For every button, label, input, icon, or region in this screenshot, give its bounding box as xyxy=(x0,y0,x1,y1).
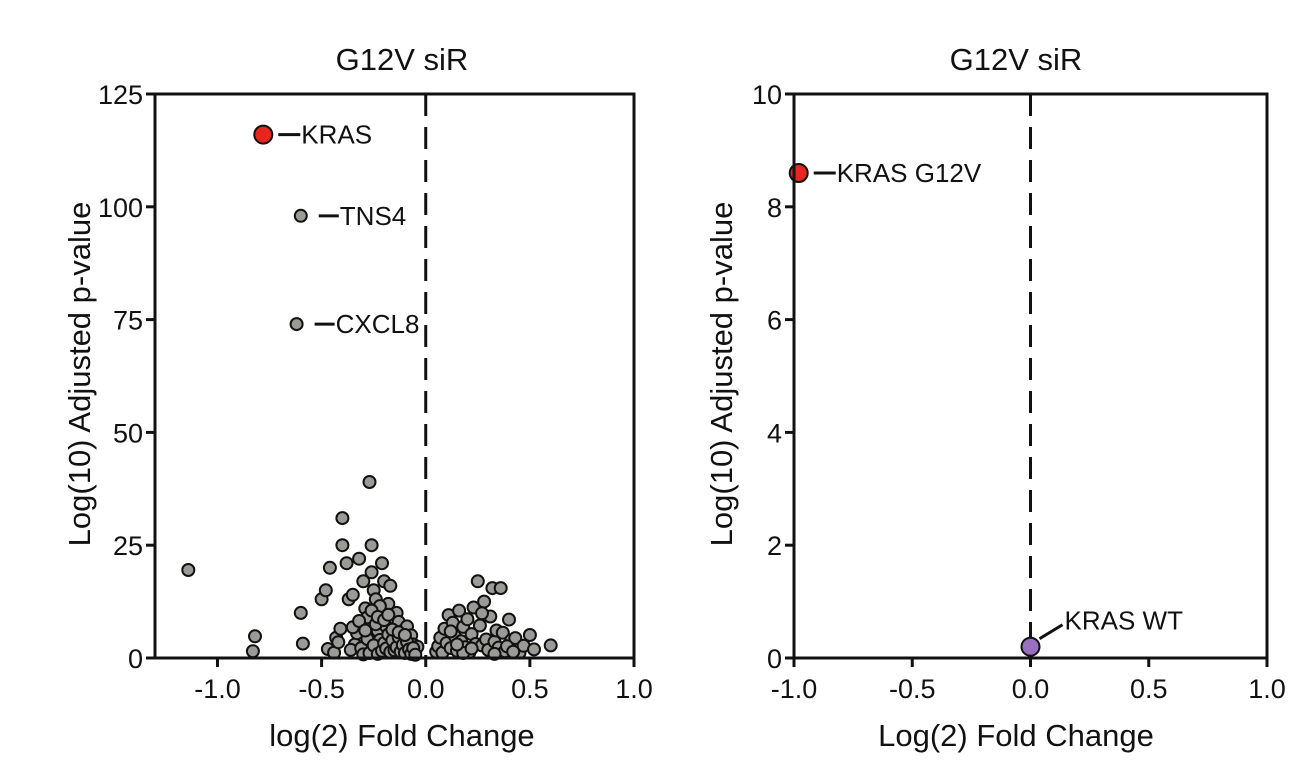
data-point xyxy=(181,563,196,577)
volcano-plot-right: G12V siR Log(10) Adjusted p-value Log(2)… xyxy=(704,42,1286,753)
labeled-point-layer: KRAS G12V KRAS WT xyxy=(788,158,1184,657)
chart-title: G12V siR xyxy=(336,42,469,77)
y-tick-label: 125 xyxy=(98,80,143,110)
data-point xyxy=(383,578,398,593)
x-tick-label: 0.5 xyxy=(511,674,549,704)
highlighted-point xyxy=(788,163,809,183)
y-axis-title: Log(10) Adjusted p-value xyxy=(704,202,739,547)
tick-layer: -1.0 -0.5 0.0 0.5 1.0 0 25 50 75 100 125 xyxy=(98,80,653,704)
y-tick-label: 4 xyxy=(767,418,782,448)
data-point xyxy=(352,551,367,566)
x-tick-label: -0.5 xyxy=(298,674,345,704)
point-label: TNS4 xyxy=(340,201,406,231)
data-point xyxy=(527,642,541,657)
y-tick-label: 2 xyxy=(767,531,782,561)
data-point xyxy=(450,637,464,652)
x-tick-label: -1.0 xyxy=(194,674,241,704)
x-axis-title: Log(2) Fold Change xyxy=(878,718,1154,753)
tick-layer: -1.0 -0.5 0.0 0.5 1.0 0 2 4 6 8 10 xyxy=(752,80,1286,704)
data-point xyxy=(472,618,487,633)
data-point xyxy=(495,625,510,640)
y-tick-label: 10 xyxy=(752,80,782,110)
data-point xyxy=(356,574,371,589)
highlighted-point xyxy=(1020,636,1041,657)
data-point xyxy=(460,612,475,627)
highlighted-point xyxy=(289,317,304,332)
data-point xyxy=(470,574,485,589)
highlighted-point xyxy=(293,208,308,223)
x-tick-label: 0.5 xyxy=(1130,674,1168,704)
data-point xyxy=(381,607,396,622)
y-tick-label: 6 xyxy=(767,306,782,336)
data-point xyxy=(522,628,537,642)
y-tick-label: 0 xyxy=(128,644,143,674)
data-point xyxy=(477,594,492,609)
point-label: KRAS xyxy=(301,120,372,150)
chart-title: G12V siR xyxy=(950,42,1083,77)
y-tick-label: 0 xyxy=(767,644,782,674)
data-point xyxy=(248,629,262,644)
y-tick-label: 8 xyxy=(767,193,782,223)
y-tick-label: 50 xyxy=(113,418,143,448)
plot-frame xyxy=(792,92,1269,660)
data-point xyxy=(335,511,350,526)
labeled-point-layer: KRAS TNS4 CXCL8 xyxy=(253,120,420,339)
data-point xyxy=(293,605,308,620)
data-point xyxy=(397,628,412,642)
y-axis-title: Log(10) Adjusted p-value xyxy=(62,202,97,547)
label-leader-line xyxy=(1038,623,1064,641)
x-axis-title: log(2) Fold Change xyxy=(269,718,534,753)
data-point xyxy=(543,638,558,653)
data-point xyxy=(333,621,348,636)
data-point xyxy=(335,538,350,553)
point-label: KRAS WT xyxy=(1065,606,1184,636)
point-label: CXCL8 xyxy=(336,309,420,339)
y-tick-label: 25 xyxy=(113,531,143,561)
data-point xyxy=(475,606,489,621)
data-point xyxy=(345,587,360,602)
data-point xyxy=(493,581,508,596)
data-point xyxy=(508,631,523,646)
y-tick-label: 100 xyxy=(98,193,143,223)
data-point xyxy=(362,475,377,489)
point-label: KRAS G12V xyxy=(837,158,982,188)
x-tick-label: 1.0 xyxy=(1248,674,1286,704)
x-tick-label: -0.5 xyxy=(889,674,936,704)
plot-frame xyxy=(153,92,636,660)
data-point xyxy=(352,614,367,628)
x-tick-label: 0.0 xyxy=(407,674,445,704)
y-tick-label: 75 xyxy=(113,306,143,336)
data-point xyxy=(339,556,354,571)
data-point xyxy=(364,538,379,553)
x-tick-label: -1.0 xyxy=(771,674,818,704)
data-point xyxy=(443,624,458,639)
data-point xyxy=(506,644,521,659)
data-point xyxy=(295,636,310,651)
volcano-plot-left: G12V siR Log(10) Adjusted p-value log(2)… xyxy=(62,42,653,753)
data-point xyxy=(464,641,479,656)
data-point xyxy=(331,635,346,650)
data-point xyxy=(358,623,373,638)
x-tick-label: 0.0 xyxy=(1012,674,1050,704)
data-point xyxy=(364,565,379,580)
point-layer xyxy=(181,475,558,662)
data-point xyxy=(502,612,516,627)
data-point xyxy=(375,556,389,571)
data-point xyxy=(322,560,337,575)
highlighted-point xyxy=(253,124,274,145)
data-point xyxy=(452,603,467,618)
data-point xyxy=(318,583,333,598)
data-point xyxy=(245,644,260,659)
x-tick-label: 1.0 xyxy=(615,674,653,704)
